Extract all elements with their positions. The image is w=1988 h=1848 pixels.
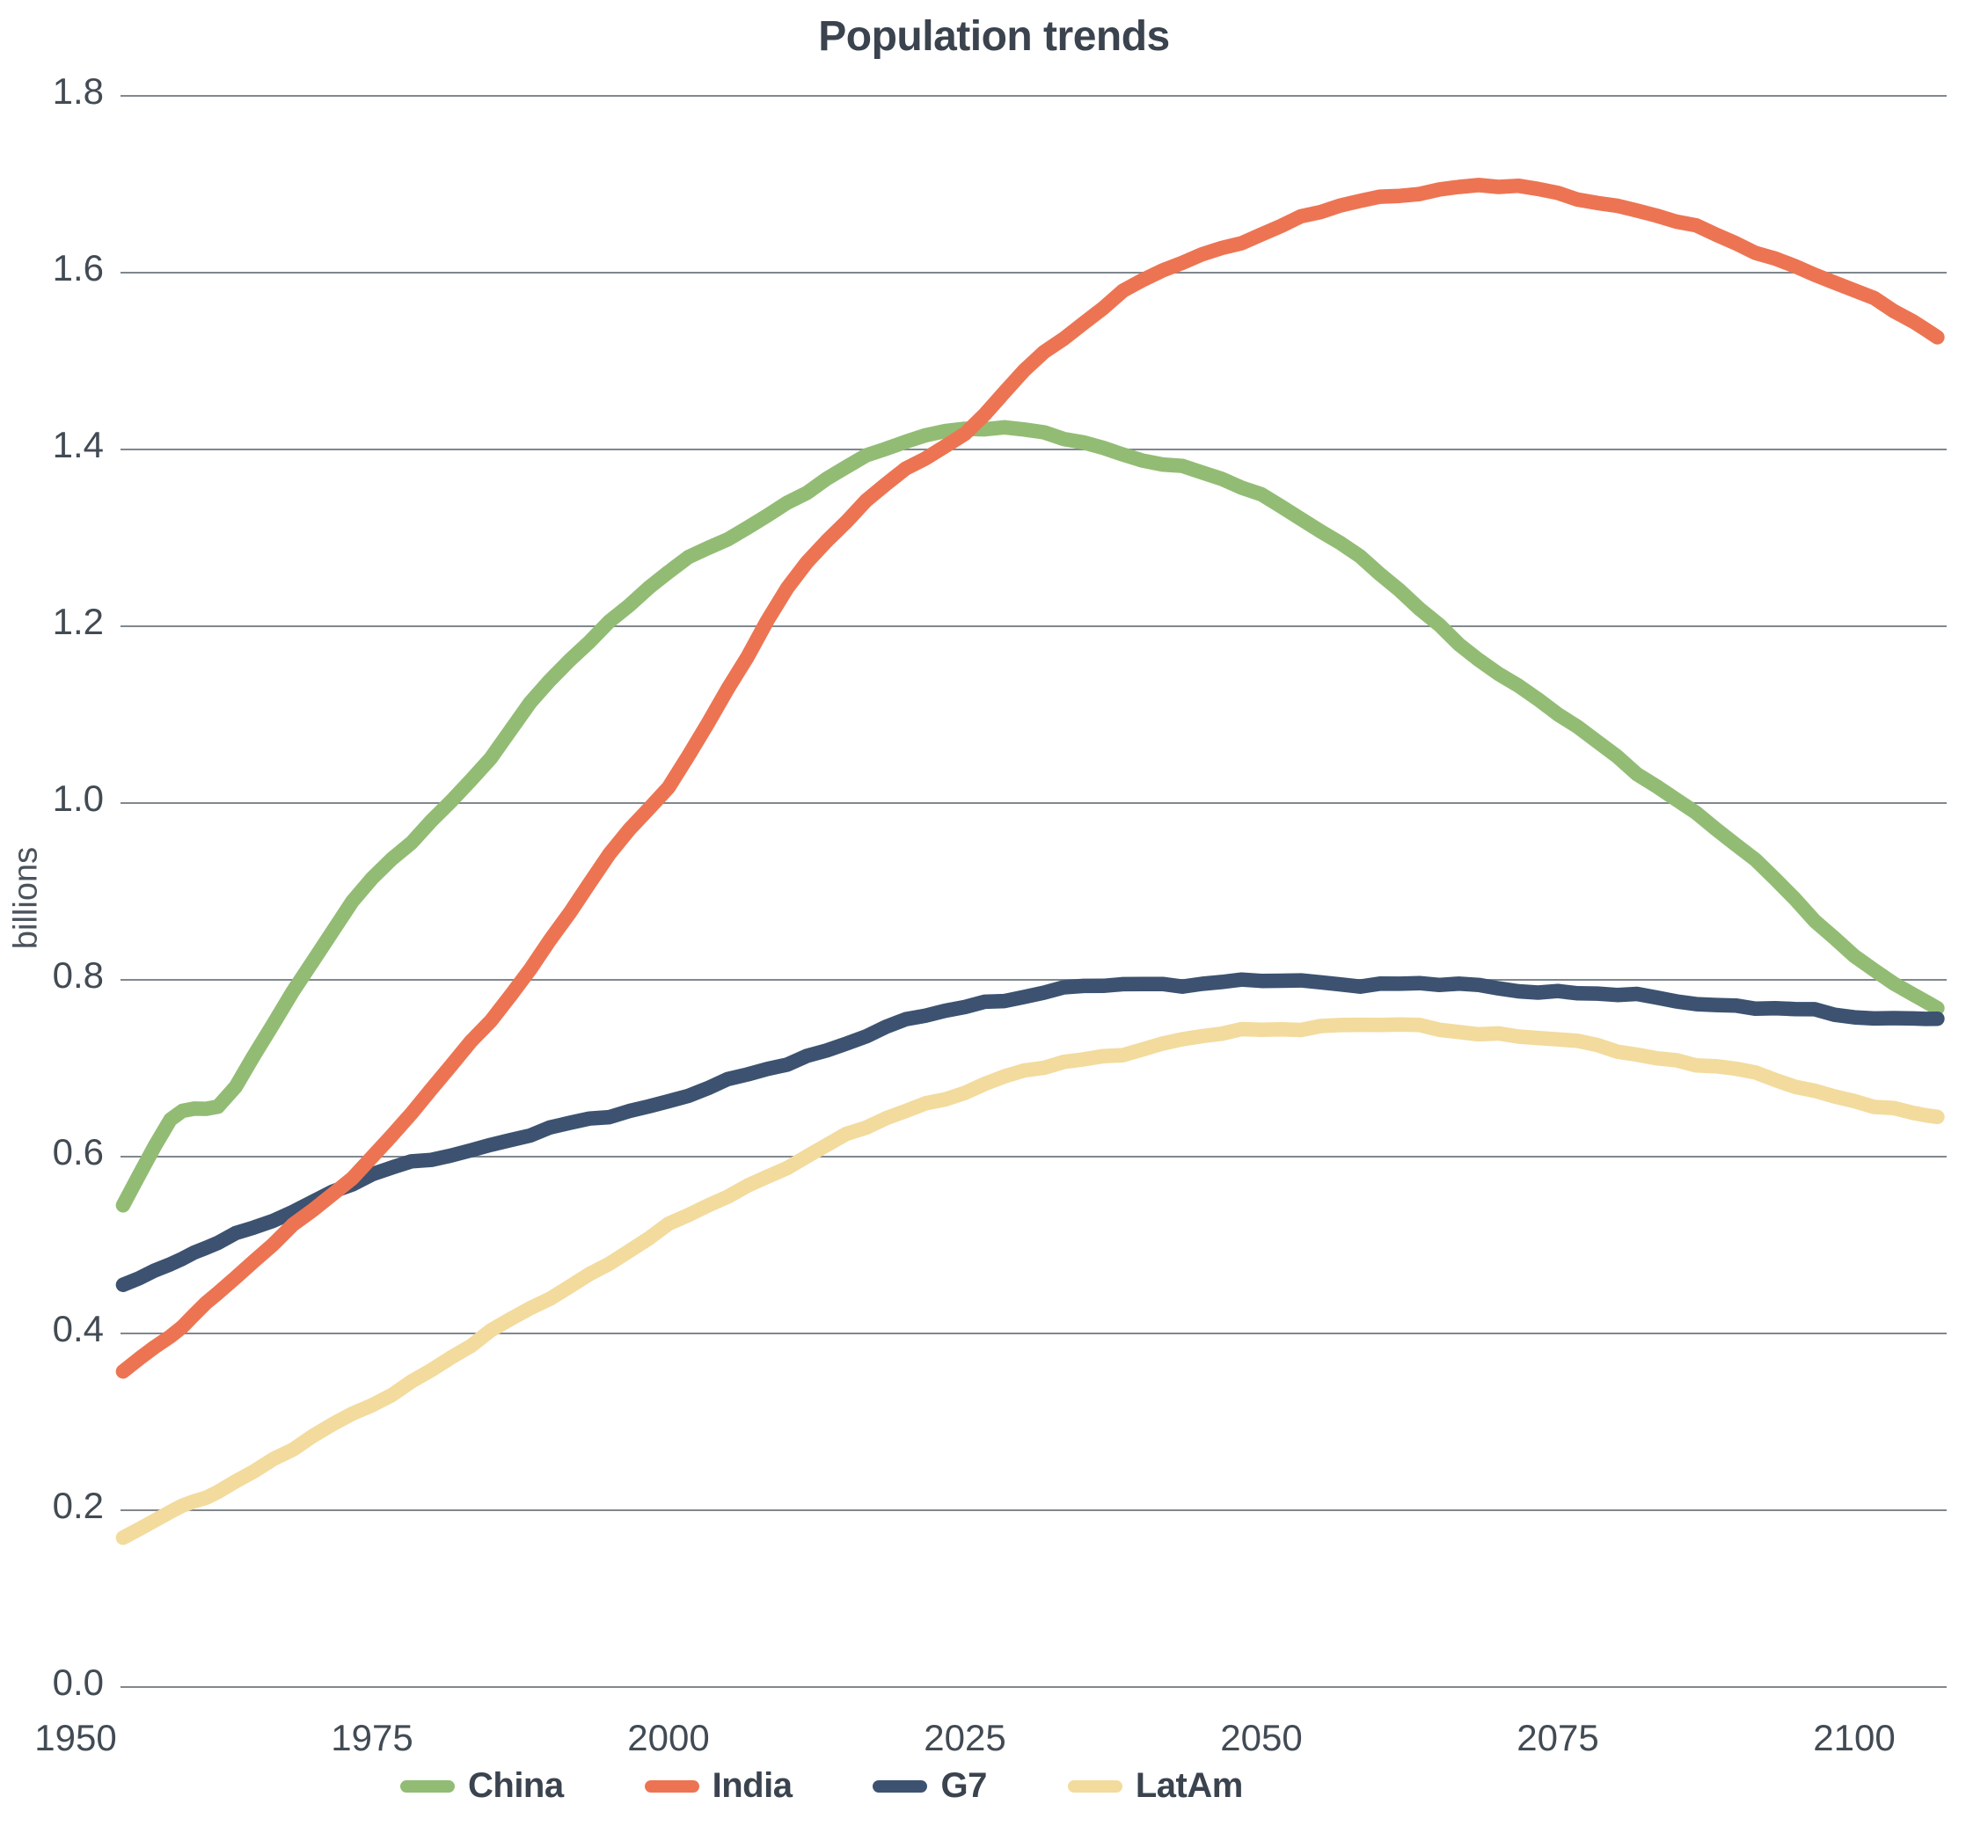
x-tick-label: 1975	[331, 1717, 413, 1758]
legend-label: China	[468, 1766, 564, 1805]
x-tick-label: 2000	[627, 1717, 709, 1758]
x-tick-labels: 1950 1975 2000 2025 2050 2075 2100	[34, 1717, 1895, 1758]
y-tick-label: 0.4	[53, 1308, 104, 1349]
series-line-g7	[115, 972, 1945, 1292]
x-tick-label: 2075	[1517, 1717, 1598, 1758]
legend-swatch-india	[644, 1779, 699, 1793]
y-tick-label: 1.0	[53, 778, 104, 819]
y-tick-label: 0.0	[53, 1662, 104, 1703]
x-tick-label: 2100	[1813, 1717, 1895, 1758]
y-tick-label: 0.2	[53, 1485, 104, 1526]
legend-swatch-g7	[873, 1779, 928, 1793]
chart-title: Population trends	[818, 13, 1170, 60]
series-lines	[115, 178, 1945, 1545]
legend-swatch-latam	[1067, 1779, 1122, 1793]
y-tick-label: 1.6	[53, 247, 104, 289]
legend-label: G7	[940, 1766, 987, 1805]
legend-swatch-china	[400, 1779, 455, 1793]
y-tick-label: 1.8	[53, 70, 104, 112]
legend-label: India	[712, 1766, 793, 1805]
legend-label: LatAm	[1135, 1766, 1243, 1805]
y-tick-label: 0.8	[53, 954, 104, 996]
legend-item-china: China	[400, 1766, 564, 1806]
legend: China India G7 LatAm	[400, 1766, 1243, 1806]
series-line-china	[115, 420, 1945, 1213]
x-tick-label: 2050	[1220, 1717, 1302, 1758]
y-tick-label: 1.4	[53, 424, 104, 465]
x-tick-label: 1950	[34, 1717, 116, 1758]
gridlines	[121, 95, 1947, 1688]
y-tick-label: 0.6	[53, 1131, 104, 1172]
legend-item-india: India	[644, 1766, 793, 1806]
y-tick-label: 1.2	[53, 601, 104, 642]
legend-item-g7: G7	[873, 1766, 987, 1806]
series-line-latam	[115, 1017, 1945, 1545]
legend-item-latam: LatAm	[1067, 1766, 1243, 1806]
x-tick-label: 2025	[924, 1717, 1005, 1758]
series-line-india	[115, 178, 1945, 1379]
y-tick-labels: 0.0 0.2 0.4 0.6 0.8 1.0 1.2 1.4 1.6 1.8	[53, 70, 104, 1703]
